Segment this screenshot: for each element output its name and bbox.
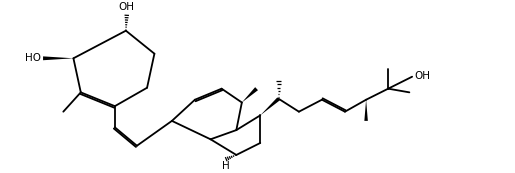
Polygon shape — [43, 56, 74, 60]
Text: OH: OH — [414, 71, 430, 81]
Text: H: H — [222, 161, 230, 171]
Polygon shape — [242, 87, 258, 102]
Polygon shape — [364, 100, 368, 121]
Polygon shape — [260, 97, 280, 115]
Text: OH: OH — [119, 2, 135, 12]
Text: HO: HO — [25, 53, 41, 63]
